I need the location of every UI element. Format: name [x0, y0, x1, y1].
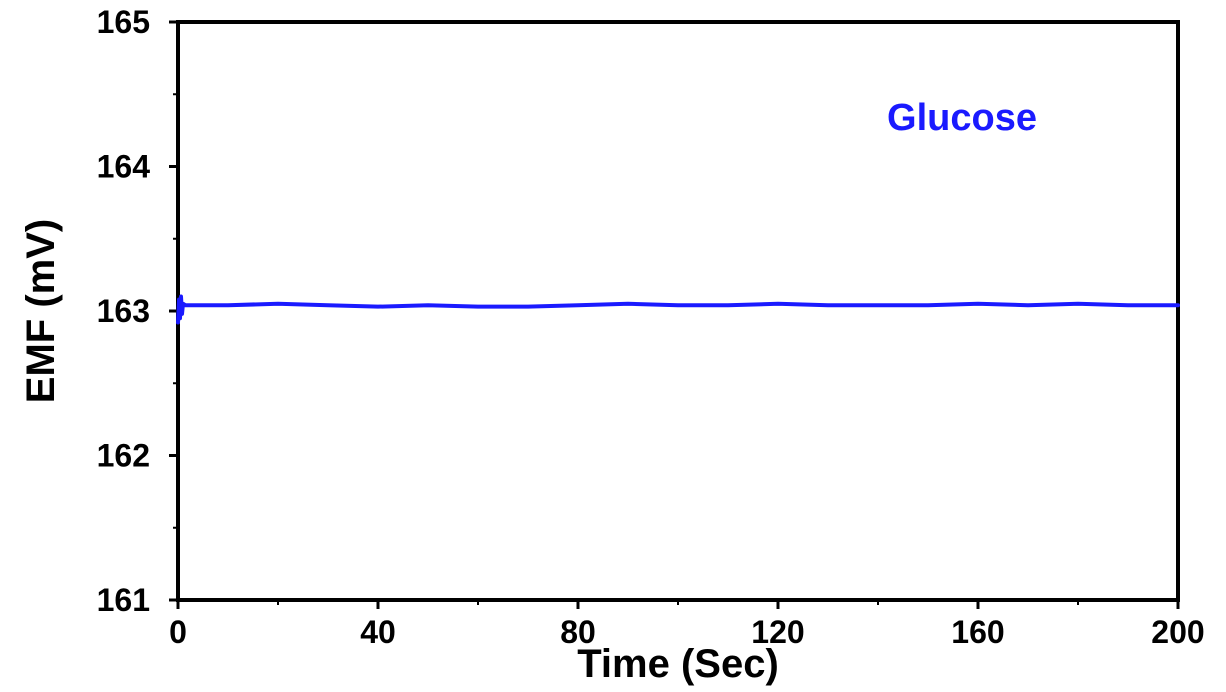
- y-axis-title: EMF (mV): [19, 219, 63, 403]
- y-tick-label: 162: [97, 438, 150, 474]
- x-tick-label: 0: [169, 614, 187, 650]
- series-layer: [176, 294, 1180, 325]
- axis-ticks: 0 40 80 120 160 200 161 162 163 164 165: [97, 4, 1205, 650]
- y-tick-label: 164: [97, 149, 151, 185]
- x-tick-label: 120: [751, 614, 804, 650]
- glucose-annotation: Glucose: [887, 97, 1037, 139]
- y-tick-label: 165: [97, 4, 150, 40]
- y-tick-label: 161: [97, 582, 150, 618]
- x-tick-label: 80: [560, 614, 596, 650]
- x-axis-title: Time (Sec): [577, 642, 779, 686]
- series-line: [176, 294, 1180, 325]
- y-tick-label: 163: [97, 293, 150, 329]
- x-tick-label: 40: [360, 614, 396, 650]
- x-tick-label: 200: [1151, 614, 1204, 650]
- x-tick-label: 160: [951, 614, 1004, 650]
